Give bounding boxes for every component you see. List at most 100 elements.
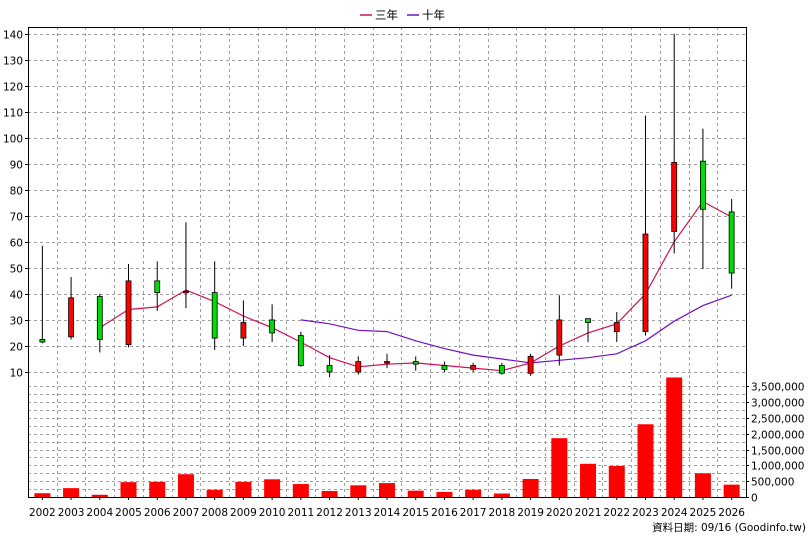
year-label: 2025 [690, 507, 717, 519]
candle-body [39, 339, 46, 343]
legend-label-3y: 三年 [375, 8, 398, 22]
candle-body [269, 319, 276, 334]
candle-body [96, 296, 103, 340]
plot-frame [28, 27, 747, 498]
price-tick-label: 130 [3, 56, 23, 68]
volume-tick-label: 0 [751, 493, 758, 505]
volume-bar [264, 479, 281, 497]
volume-tick-label: 1,500,000 [751, 446, 804, 458]
candle-body [326, 365, 333, 373]
price-tick-label: 60 [10, 238, 23, 250]
candle-body [613, 322, 620, 333]
candle-body [728, 211, 735, 274]
volume-bar [350, 485, 367, 497]
candle-body [412, 361, 419, 365]
year-label: 2026 [718, 507, 745, 519]
year-label: 2022 [603, 507, 630, 519]
candle-body [154, 280, 161, 293]
year-label: 2005 [115, 507, 142, 519]
candle-body [68, 297, 74, 338]
year-label: 2015 [402, 507, 429, 519]
year-label: 2009 [230, 507, 257, 519]
year-label: 2018 [489, 507, 516, 519]
price-tick-label: 40 [10, 290, 23, 302]
price-tick-label: 140 [3, 30, 23, 42]
year-label: 2010 [259, 507, 286, 519]
volume-bar [63, 488, 80, 497]
year-label: 2021 [575, 507, 602, 519]
year-label: 2006 [144, 507, 171, 519]
year-label: 2004 [86, 507, 113, 519]
year-label: 2023 [632, 507, 659, 519]
candle-body [671, 162, 678, 232]
year-label: 2013 [345, 507, 372, 519]
volume-bar [91, 494, 108, 497]
volume-bar [723, 484, 740, 497]
volume-tick-label: 2,500,000 [751, 414, 804, 426]
volume-tick-label: 2,000,000 [751, 430, 804, 442]
footer-note: 資料日期: 09/16 (Goodinfo.tw) [652, 521, 806, 534]
price-tick-label: 30 [10, 316, 23, 328]
candle-body [556, 319, 563, 356]
price-tick-label: 50 [10, 264, 23, 276]
year-label: 2007 [173, 507, 200, 519]
volume-bar [637, 424, 654, 497]
candle-body [642, 233, 649, 333]
year-label: 2012 [316, 507, 343, 519]
volume-tick-label: 3,000,000 [751, 398, 804, 410]
candle-body [700, 160, 706, 210]
candle-body [183, 290, 189, 294]
volume-tick-label: 1,000,000 [751, 461, 804, 473]
candle-body [297, 335, 304, 366]
candle-body [211, 292, 218, 339]
candle-body [355, 361, 362, 373]
price-tick-label: 20 [10, 342, 23, 354]
volume-bars [34, 377, 740, 497]
volume-bar [666, 377, 683, 497]
volume-bar [120, 482, 137, 497]
legend-label-10y: 十年 [422, 8, 445, 22]
year-label: 2008 [201, 507, 228, 519]
volume-tick-label: 500,000 [751, 477, 794, 489]
price-tick-label: 100 [3, 134, 23, 146]
candlesticks [39, 33, 735, 378]
volume-bar [235, 481, 252, 497]
candle-body [585, 318, 591, 323]
year-label: 2017 [460, 507, 487, 519]
ma-line-10y [300, 294, 732, 364]
volume-bar [206, 489, 223, 497]
volume-bar [292, 484, 309, 497]
price-tick-label: 10 [10, 368, 23, 380]
volume-bar [34, 493, 51, 497]
candle-body [240, 322, 247, 339]
year-label: 2019 [517, 507, 544, 519]
year-label: 2016 [431, 507, 458, 519]
volume-tick-label: 3,500,000 [751, 382, 804, 394]
year-label: 2014 [374, 507, 401, 519]
year-label: 2020 [546, 507, 573, 519]
candle-body [527, 355, 534, 374]
moving-average-lines [99, 200, 732, 372]
axes: 10 20 30 40 50 60 70 80 90 100 110 120 130 140 0 500,00… [3, 30, 805, 520]
year-label: 2003 [58, 507, 85, 519]
volume-bar [551, 438, 568, 497]
price-tick-label: 110 [3, 108, 23, 120]
volume-bar [580, 463, 597, 497]
price-tick-label: 90 [10, 160, 23, 172]
legend: 三年 十年 [360, 8, 445, 22]
volume-bar [379, 483, 395, 497]
year-label: 2002 [29, 507, 56, 519]
volume-bar [493, 493, 510, 497]
year-label: 2011 [287, 507, 314, 519]
volume-bar [608, 466, 625, 497]
volume-bar [522, 478, 539, 497]
candle-body [470, 365, 477, 370]
volume-bar [407, 490, 424, 497]
candle-body [384, 361, 390, 364]
volume-bar [694, 473, 711, 497]
candle-body [125, 280, 132, 346]
year-label: 2024 [661, 507, 688, 519]
price-tick-label: 80 [10, 186, 23, 198]
volume-bar [149, 481, 166, 497]
